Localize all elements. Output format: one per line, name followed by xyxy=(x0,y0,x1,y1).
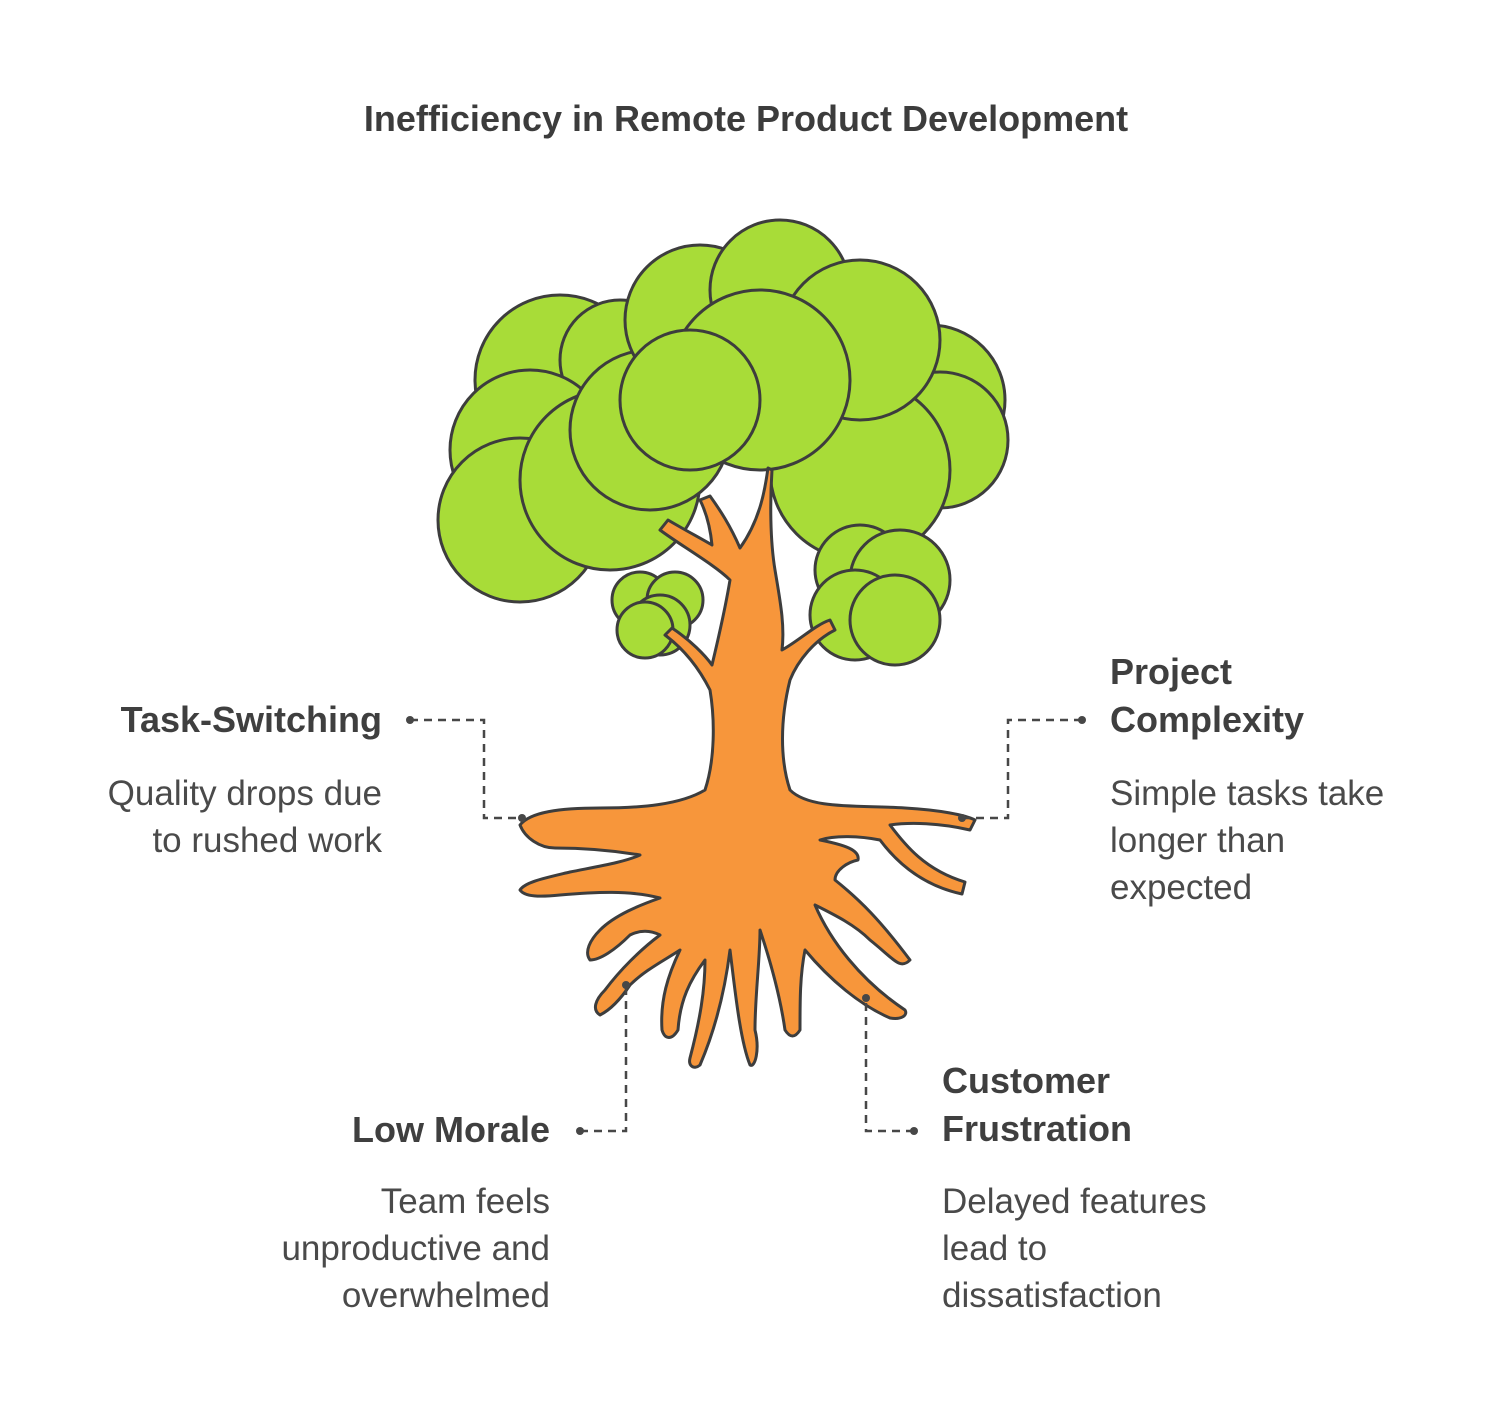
customer-frustration-label: Customer Frustration xyxy=(942,1057,1342,1153)
tree-trunk-and-roots xyxy=(518,466,977,1069)
task-switching-description: Quality drops due to rushed work xyxy=(2,770,382,864)
connector-dots xyxy=(406,716,1086,1135)
desc-line: dissatisfaction xyxy=(942,1276,1162,1315)
label-line: Project xyxy=(1110,651,1233,692)
desc-line: longer than xyxy=(1110,821,1286,860)
desc-line: unproductive and xyxy=(281,1229,550,1268)
desc-line: Delayed features xyxy=(942,1182,1207,1221)
diagram-title: Inefficiency in Remote Product Developme… xyxy=(363,98,1129,139)
desc-line: to rushed work xyxy=(152,821,382,860)
project-complexity-description: Simple tasks take longer than expected xyxy=(1110,770,1480,911)
label-line: Customer xyxy=(942,1060,1111,1101)
project-complexity-label: Project Complexity xyxy=(1110,648,1480,744)
desc-line: Team feels xyxy=(380,1182,550,1221)
task-switching-label: Task-Switching xyxy=(120,699,382,740)
desc-line: Quality drops due xyxy=(107,774,382,813)
low-morale-label: Low Morale xyxy=(351,1109,550,1150)
connector-lines xyxy=(410,718,1082,1133)
desc-line: overwhelmed xyxy=(341,1276,550,1315)
desc-line: lead to xyxy=(942,1229,1048,1268)
label-line: Complexity xyxy=(1110,699,1305,740)
label-line: Frustration xyxy=(942,1108,1133,1149)
desc-line: Simple tasks take xyxy=(1110,774,1385,813)
customer-frustration-description: Delayed features lead to dissatisfaction xyxy=(942,1178,1342,1319)
tree-foliage xyxy=(436,218,1010,667)
desc-line: expected xyxy=(1110,868,1253,907)
low-morale-description: Team feels unproductive and overwhelmed xyxy=(150,1178,550,1319)
